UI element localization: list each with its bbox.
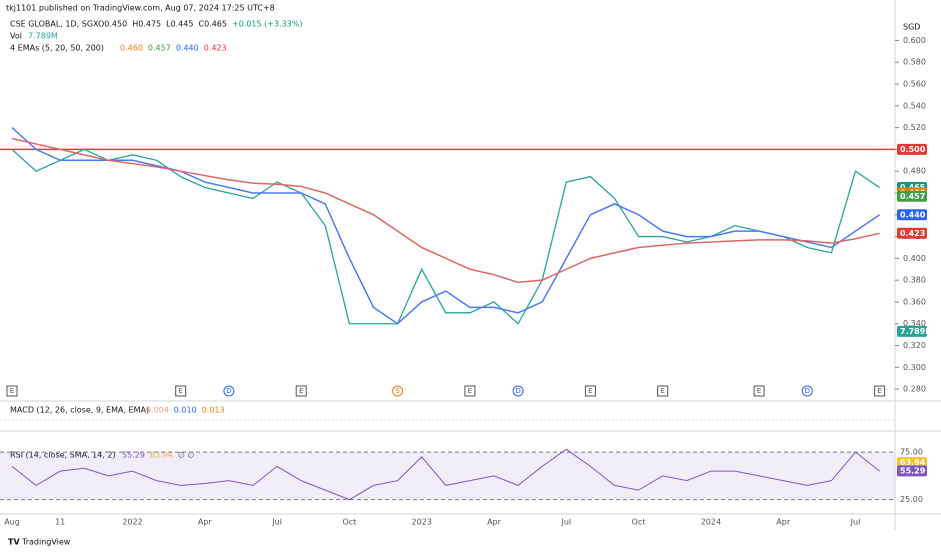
event-marker xyxy=(512,385,524,397)
indicator-value: 55.29 xyxy=(122,451,145,460)
series-line xyxy=(11,137,880,284)
series-line xyxy=(11,127,881,325)
x-tick-label: Jul xyxy=(850,518,861,527)
x-tick-label: Apr xyxy=(198,518,213,527)
event-label: D xyxy=(805,387,810,395)
event-marker xyxy=(464,385,476,397)
y-tick-label: 0.360 xyxy=(903,297,926,306)
rsi-label: 55.29 xyxy=(900,466,926,475)
indicator-value: 0.423 xyxy=(204,44,227,53)
indicator-value: 0.013 xyxy=(202,406,225,415)
volume-title: Vol xyxy=(10,32,22,41)
price-label: 0.500 xyxy=(900,145,926,154)
indicator-value: 0.010 xyxy=(174,406,197,415)
x-tick-label: Apr xyxy=(776,518,791,527)
volume-value: 7.789M xyxy=(28,32,58,41)
y-tick-label: 0.540 xyxy=(903,101,926,110)
price-label-box xyxy=(897,325,927,337)
y-tick-label: 0.300 xyxy=(903,363,926,372)
event-label: D xyxy=(226,387,231,395)
x-tick-label: Oct xyxy=(632,518,646,527)
ohlc: H0.475 xyxy=(132,20,161,29)
event-label: D xyxy=(515,387,520,395)
rsi-label: 63.94 xyxy=(900,458,926,467)
price-label: 0.440 xyxy=(900,210,926,219)
event-marker xyxy=(175,385,187,397)
y-tick-label: 0.380 xyxy=(903,276,926,285)
y-tick-label: 0.580 xyxy=(903,58,926,67)
x-tick-label: 2023 xyxy=(412,518,432,527)
event-label: E xyxy=(660,387,664,395)
brand: TradingView xyxy=(21,538,71,547)
rsi-label-box xyxy=(897,465,927,477)
event-label: E xyxy=(299,387,303,395)
price-label: 0.457 xyxy=(900,192,925,201)
price-label-box xyxy=(897,227,927,239)
event-label: E xyxy=(877,387,881,395)
symbol: CSE GLOBAL, 1D, SGX xyxy=(10,20,99,29)
event-label: E xyxy=(10,387,14,395)
event-marker xyxy=(657,385,669,397)
event-marker xyxy=(392,385,404,397)
event-label: E xyxy=(468,387,472,395)
x-tick-label: 2024 xyxy=(701,518,721,527)
event-label: S xyxy=(395,387,400,395)
event-marker xyxy=(584,385,596,397)
y-tick-label: 0.560 xyxy=(903,80,926,89)
indicator-value: 63.94 xyxy=(150,451,173,460)
x-tick-label: Oct xyxy=(342,518,356,527)
y-tick-label: 0.600 xyxy=(903,36,926,45)
indicator-value: 0.457 xyxy=(148,44,171,53)
y-tick-label: 75.00 xyxy=(900,448,923,457)
indicator-value: 0.440 xyxy=(176,44,199,53)
rsi-line xyxy=(11,448,880,501)
price-label-box xyxy=(897,209,927,221)
currency: SGD xyxy=(903,23,920,32)
event-marker xyxy=(874,385,886,397)
y-tick-label: 0.320 xyxy=(903,341,926,350)
price-label: 7.789M xyxy=(900,327,933,336)
rsi-band xyxy=(0,452,895,500)
event-marker xyxy=(295,385,307,397)
x-tick-label: Jul xyxy=(560,518,571,527)
x-tick-label: Aug xyxy=(4,518,20,527)
x-tick-label: Apr xyxy=(487,518,502,527)
x-tick-label: Jul xyxy=(271,518,282,527)
indicator-value: 0.460 xyxy=(120,44,143,53)
event-marker xyxy=(223,385,235,397)
ohlc: O0.450 xyxy=(98,20,127,29)
event-marker xyxy=(6,385,18,397)
rsi-title: RSI (14, close, SMA, 14, 2) xyxy=(10,451,116,460)
event-label: E xyxy=(588,387,592,395)
ohlc: +0.015 (+3.33%) xyxy=(232,20,303,29)
price-label: 0.423 xyxy=(900,229,925,238)
published: tkj1101 published on TradingView.com, Au… xyxy=(6,4,275,13)
indicator-value: ∅ ∅ xyxy=(178,451,195,460)
event-marker xyxy=(801,385,813,397)
ema-title: 4 EMAs (5, 20, 50, 200) xyxy=(10,44,104,53)
x-tick-label: 2022 xyxy=(122,518,142,527)
logo: TV xyxy=(8,538,20,547)
x-tick-label: 11 xyxy=(55,518,65,527)
y-tick-label: 0.480 xyxy=(903,167,926,176)
y-tick-label: 0.520 xyxy=(903,123,926,132)
price-label-box xyxy=(897,143,927,155)
ohlc: L0.445 xyxy=(166,20,193,29)
price-label-box xyxy=(897,190,927,202)
ohlc: C0.465 xyxy=(198,20,227,29)
y-tick-label: 25.00 xyxy=(900,495,923,504)
y-tick-label: 0.400 xyxy=(903,254,926,263)
macd-title: MACD (12, 26, close, 9, EMA, EMA) xyxy=(10,406,149,415)
y-tick-label: 0.340 xyxy=(903,319,926,328)
y-tick-label: 0.280 xyxy=(903,385,926,394)
event-label: E xyxy=(757,387,761,395)
event-label: E xyxy=(178,387,182,395)
series-line xyxy=(11,148,880,325)
event-marker xyxy=(753,385,765,397)
indicator-value: -0.004 xyxy=(143,406,169,415)
